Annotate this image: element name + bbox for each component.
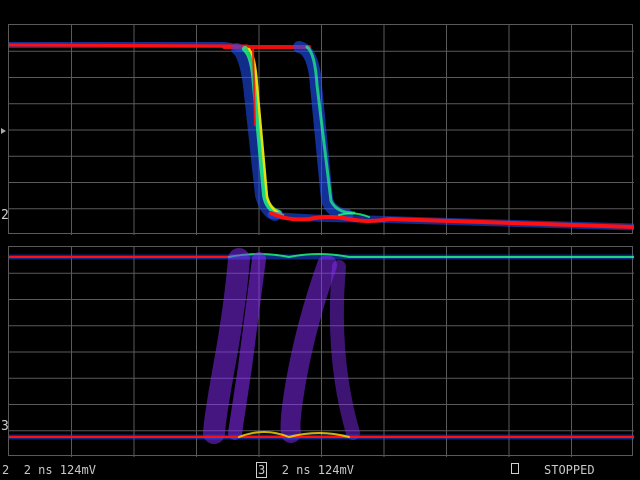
channel-2-marker[interactable]: 2 (1, 208, 9, 223)
edge-b2-spread (228, 252, 266, 440)
persistence-display-top (9, 25, 634, 235)
waveform-panel-channel-2 (8, 24, 634, 235)
waveform-panel-channel-3 (8, 246, 634, 457)
trace-low-ringing (338, 212, 370, 218)
channel-3-number: 3 (256, 462, 268, 478)
channel-2-readout[interactable]: 2 2 ns 124mV (2, 463, 96, 477)
edge-2-core (305, 45, 356, 215)
persistence-display-bottom (9, 247, 634, 457)
edge-b3-spread (280, 255, 337, 443)
trace-low-ringing-b (238, 431, 350, 438)
channel-2-number: 2 (2, 463, 10, 477)
acquisition-status: STOPPED (544, 463, 595, 477)
channel-3-settings: 2 ns 124mV (281, 463, 354, 477)
edge-b1-spread (203, 248, 250, 444)
trace-low-level (269, 211, 634, 229)
edge-1-spread (231, 43, 281, 221)
channel-3-readout[interactable]: 3 2 ns 124mV (256, 462, 354, 478)
edge-b4-spread (329, 260, 360, 440)
trigger-level-marker[interactable] (1, 128, 6, 134)
edge-2-spread (293, 41, 353, 221)
channel-3-marker[interactable]: 3 (1, 419, 9, 434)
run-stop-indicator-icon[interactable] (511, 463, 519, 474)
trace-high-level (9, 43, 249, 48)
edge-1-hot (252, 48, 256, 126)
channel-2-settings: 2 ns 124mV (23, 463, 96, 477)
